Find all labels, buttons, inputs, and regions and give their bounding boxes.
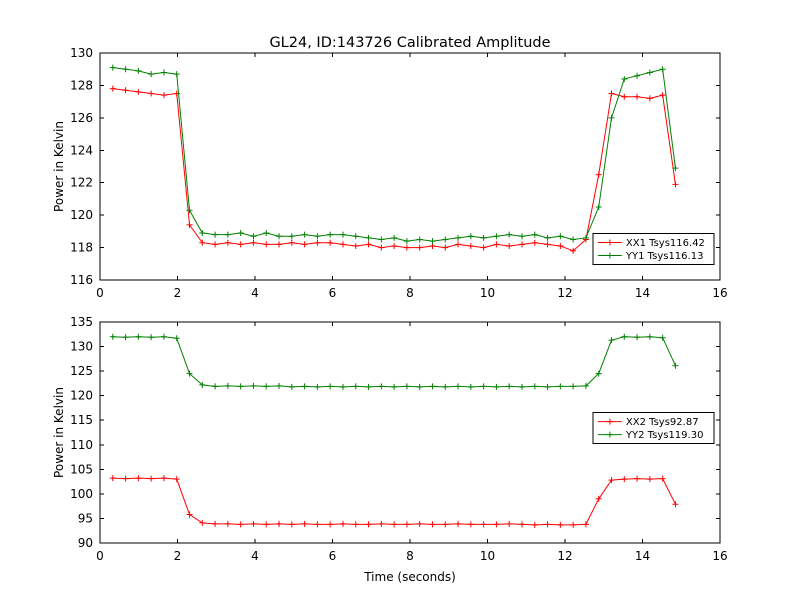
y-tick-label: 135 bbox=[70, 315, 93, 329]
plot-frame bbox=[99, 52, 721, 281]
x-tick-label: 0 bbox=[96, 549, 104, 563]
series-markers-XX1 bbox=[109, 85, 679, 254]
legend-marker bbox=[606, 239, 613, 246]
legend-label: XX1 Tsys116.42 bbox=[626, 238, 705, 249]
legend-label: YY2 Tsys119.30 bbox=[625, 430, 704, 441]
x-tick-label: 8 bbox=[406, 286, 414, 300]
y-tick-label: 110 bbox=[70, 438, 93, 452]
y-tick-label: 118 bbox=[70, 241, 93, 255]
x-tick-label: 2 bbox=[174, 286, 182, 300]
series-line-XX2 bbox=[112, 477, 676, 526]
series-line-YY2 bbox=[112, 336, 676, 388]
x-tick-label: 6 bbox=[329, 286, 337, 300]
legend: XX2 Tsys92.87 YY2 Tsys119.30 bbox=[592, 412, 715, 445]
bottom-subplot: 0 2 4 6 8 10 12 14 16 90 95 100 105 110 115 120 125 130 13… bbox=[70, 315, 728, 563]
legend-marker bbox=[606, 418, 613, 425]
legend-label: YY1 Tsys116.13 bbox=[625, 251, 704, 262]
series-markers-YY2 bbox=[109, 333, 679, 390]
y-tick-label: 128 bbox=[70, 78, 93, 92]
plot-frame bbox=[99, 321, 721, 544]
x-axis-label: Time (seconds) bbox=[363, 570, 456, 584]
y-tick-label: 100 bbox=[70, 487, 93, 501]
y-tick-label: 120 bbox=[70, 389, 93, 403]
x-tick-label: 2 bbox=[174, 549, 182, 563]
y-tick-label: 115 bbox=[70, 413, 93, 427]
x-tick-label: 16 bbox=[712, 549, 727, 563]
y-tick-label: 120 bbox=[70, 208, 93, 222]
y-tick-label: 116 bbox=[70, 273, 93, 287]
x-tick-label: 14 bbox=[635, 286, 650, 300]
x-tick-label: 0 bbox=[96, 286, 104, 300]
legend-marker bbox=[606, 431, 613, 438]
x-tick-label: 12 bbox=[557, 286, 572, 300]
x-tick-label: 12 bbox=[557, 549, 572, 563]
series-markers-XX2 bbox=[109, 475, 679, 528]
y-tick-label: 90 bbox=[78, 536, 93, 550]
top-subplot: 0 2 4 6 8 10 12 14 16 116 118 120 122 124 126 128 130 XX1… bbox=[70, 46, 728, 300]
legend-label: XX2 Tsys92.87 bbox=[626, 417, 699, 428]
legend: XX1 Tsys116.42 YY1 Tsys116.13 bbox=[592, 232, 715, 265]
y-tick-label: 130 bbox=[70, 340, 93, 354]
figure-title: GL24, ID:143726 Calibrated Amplitude bbox=[269, 35, 550, 51]
x-tick-label: 4 bbox=[251, 549, 259, 563]
top-ylabel: Power in Kelvin bbox=[52, 121, 66, 212]
legend-box bbox=[592, 412, 715, 445]
x-tick-label: 8 bbox=[406, 549, 414, 563]
x-tick-label: 16 bbox=[712, 286, 727, 300]
legend-marker bbox=[606, 252, 613, 259]
x-tick-label: 6 bbox=[329, 549, 337, 563]
x-tick-label: 4 bbox=[251, 286, 259, 300]
bottom-ylabel: Power in Kelvin bbox=[52, 387, 66, 478]
y-tick-label: 124 bbox=[70, 143, 93, 157]
series-markers-YY1 bbox=[109, 64, 679, 245]
y-tick-label: 95 bbox=[78, 511, 93, 525]
x-tick-label: 14 bbox=[635, 549, 650, 563]
x-tick-label: 10 bbox=[480, 549, 495, 563]
y-tick-label: 130 bbox=[70, 46, 93, 60]
y-tick-label: 126 bbox=[70, 111, 93, 125]
legend-box bbox=[592, 232, 715, 265]
y-tick-label: 105 bbox=[70, 462, 93, 476]
x-tick-label: 10 bbox=[480, 286, 495, 300]
y-tick-label: 125 bbox=[70, 364, 93, 378]
y-tick-label: 122 bbox=[70, 176, 93, 190]
